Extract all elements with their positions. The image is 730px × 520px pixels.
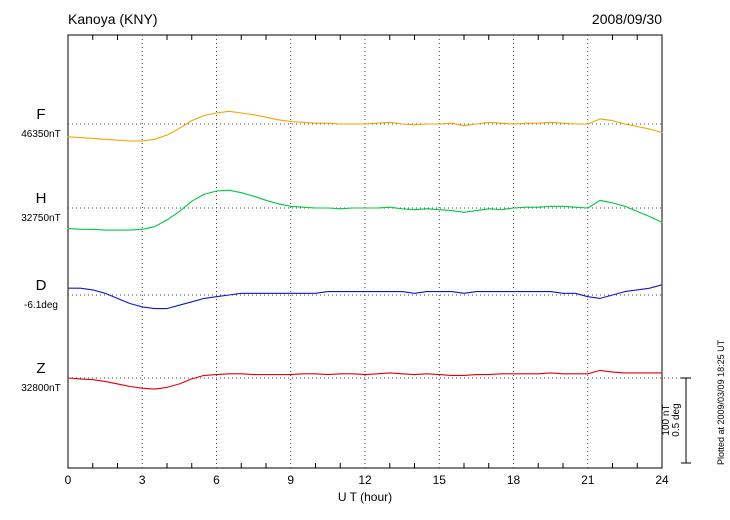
scale-bar: 100 nT 0.5 deg	[661, 377, 691, 464]
x-tick-label: 9	[287, 473, 294, 487]
trace-H	[67, 189, 663, 231]
x-tick-label: 0	[65, 473, 72, 487]
baseline-value-F: 46350nT	[21, 129, 60, 140]
x-tick-label: 15	[433, 473, 447, 487]
baseline-value-D: -6.1deg	[24, 300, 58, 311]
x-tick-label: 6	[213, 473, 220, 487]
x-tick-label: 18	[507, 473, 521, 487]
x-tick-label: 12	[358, 473, 372, 487]
component-label-Z: Z	[36, 360, 45, 377]
trace-Z	[67, 369, 663, 390]
trace-D	[67, 284, 663, 310]
station-title: Kanoya (KNY)	[68, 11, 157, 27]
component-label-F: F	[36, 106, 45, 123]
x-axis-label: U T (hour)	[338, 490, 392, 504]
trace-F	[67, 110, 663, 142]
plot-date: 2008/09/30	[592, 11, 662, 27]
scale-nt-label: 100 nT	[661, 404, 672, 435]
x-tick-label: 3	[139, 473, 146, 487]
component-label-H: H	[36, 190, 47, 207]
component-label-D: D	[36, 277, 47, 294]
chart-content: 0 3 6 9 12 15 18 21 24 F 46350nT H 32750nT D -6.1deg Z 3…	[21, 35, 686, 487]
scale-deg-label: 0.5 deg	[671, 403, 682, 436]
baseline-value-Z: 32800nT	[21, 383, 60, 394]
baseline-value-H: 32750nT	[21, 213, 60, 224]
plotted-at-note: Plotted at 2009/03/09 18:25 UT	[716, 339, 726, 465]
x-tick-label: 24	[655, 473, 669, 487]
x-tick-label: 21	[581, 473, 595, 487]
